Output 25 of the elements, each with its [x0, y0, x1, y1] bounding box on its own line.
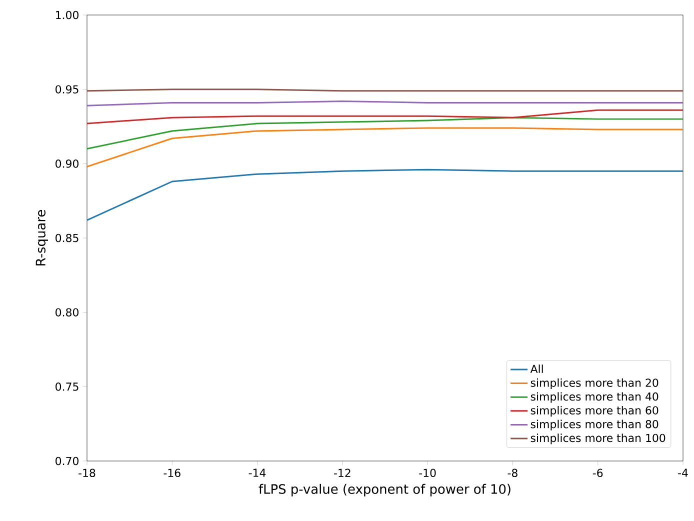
legend-label: simplices more than 20: [530, 378, 658, 389]
x-tick-label: -4: [678, 468, 688, 477]
y-tick-label: 0.80: [56, 308, 78, 316]
x-tick-label: -6: [592, 468, 603, 478]
legend-label: simplices more than 40: [530, 392, 658, 403]
x-axis-title: fLPS p-value (exponent of power of 10): [258, 484, 510, 496]
legend-label: simplices more than 60: [530, 406, 658, 417]
y-tick-label: 0.85: [56, 234, 78, 242]
x-tick-label: -12: [334, 468, 350, 477]
y-axis-title: R-square: [36, 210, 48, 266]
y-tick-label: 0.75: [56, 382, 78, 391]
y-tick-label: 1.00: [56, 10, 78, 20]
line-series: [87, 127, 684, 168]
legend-label: simplices more than 100: [530, 434, 666, 444]
y-tick-label: 0.90: [56, 160, 78, 168]
legend-label: simplices more than 80: [530, 420, 658, 430]
x-tick-label: -8: [508, 468, 518, 478]
x-tick-label: -10: [419, 468, 436, 478]
x-tick-label: -18: [78, 468, 96, 478]
line-series: [87, 116, 684, 150]
x-tick-label: -14: [248, 468, 266, 477]
x-tick-label: -16: [164, 468, 180, 478]
y-tick-label: 0.70: [56, 456, 78, 466]
y-tick-label: 0.95: [56, 85, 78, 94]
legend-label: All: [530, 364, 543, 373]
